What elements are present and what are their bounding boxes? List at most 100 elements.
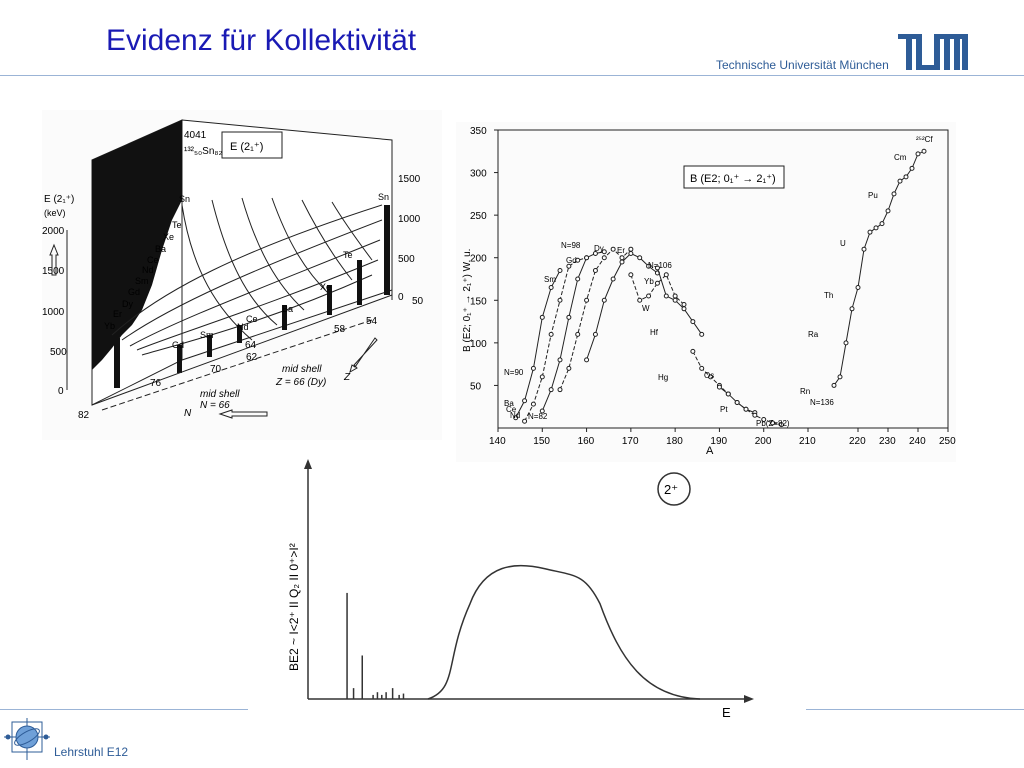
- be2-data-point: [690, 319, 696, 325]
- tum-logo: [898, 34, 968, 70]
- be2-xtick-label: 240: [909, 436, 926, 447]
- be2-data-point: [592, 267, 598, 273]
- be2-data-point: [557, 297, 563, 303]
- be2-data-point: [575, 331, 581, 337]
- footer-chair-label: Lehrstuhl E12: [54, 745, 129, 759]
- be2-data-point: [566, 263, 572, 269]
- be2-data-point: [628, 272, 634, 278]
- be2-annotation: Sm: [544, 275, 556, 284]
- landscape-yunit: (keV): [44, 208, 66, 218]
- mid-shell-z-label: mid shell: [282, 364, 322, 375]
- be2-annotation: Cm: [894, 153, 907, 162]
- be2-data-point: [716, 384, 722, 390]
- z-label-8: Dy: [122, 299, 133, 309]
- n-tick-5: 58: [334, 324, 346, 335]
- footer-divider-left: [0, 709, 248, 710]
- university-name: Technische Universität München: [716, 58, 889, 72]
- be2-data-point: [861, 246, 867, 252]
- be2-plot-frame: [497, 129, 949, 429]
- be2-xtick-label: 190: [710, 436, 727, 447]
- front-label-7: Sn: [378, 192, 389, 202]
- be2-annotation: Ba: [504, 399, 514, 408]
- strength-curve: [427, 564, 701, 700]
- n-tick-2: 70: [210, 364, 222, 375]
- strength-x-arrow-icon: [744, 695, 754, 703]
- z-label-7: Gd: [128, 287, 140, 297]
- be2-title-box: [683, 165, 785, 189]
- be2-data-point: [601, 249, 607, 255]
- e2-landscape-figure: E (2₁⁺) 4041 ¹³²₅₀Sn₈₂ E (2₁⁺) (keV) 200…: [42, 110, 442, 440]
- be2-series-line: [833, 150, 925, 386]
- be2-annotation: Ra: [808, 330, 819, 339]
- be2-data-point: [628, 246, 634, 252]
- n-tick-1: 76: [150, 378, 162, 389]
- be2-ytick-label: 200: [470, 254, 487, 265]
- be2-data-point: [575, 257, 581, 263]
- be2-data-point: [831, 382, 837, 388]
- y-arrow-icon: [49, 243, 59, 276]
- strength-xlabel: E: [722, 705, 731, 720]
- be2-data-point: [843, 340, 849, 346]
- be2-annotation: N=98: [561, 241, 581, 250]
- be2-annotation: Pu: [868, 191, 878, 200]
- be2-data-point: [610, 246, 616, 252]
- be2-chart: B (E2; 0₁⁺ → 2₁⁺) ²⁵²Cf A B (E2; 0₁⁺ → 2…: [456, 122, 956, 462]
- z-axis-label: Z: [343, 372, 351, 383]
- landscape-ylabel: E (2₁⁺): [44, 194, 74, 205]
- be2-ytick-label: 150: [470, 296, 487, 307]
- landscape-rtick-0: 1500: [398, 174, 421, 185]
- be2-ytick-label: 50: [470, 381, 482, 392]
- strength-badge-label: 2⁺: [664, 482, 678, 497]
- n-axis-label: N: [184, 408, 192, 419]
- be2-data-point: [557, 357, 563, 363]
- be2-data-point: [681, 302, 687, 308]
- be2-data-point: [592, 331, 598, 337]
- be2-series-line: [515, 270, 561, 419]
- z-label-2: Xe: [163, 232, 174, 242]
- mid-shell-z-value: Z = 66 (Dy): [275, 377, 326, 388]
- landscape-ytick-3: 500: [50, 347, 67, 358]
- be2-annotation: N=90: [504, 368, 524, 377]
- front-label-2: Nd: [237, 322, 249, 332]
- n-tick-3: 64: [245, 340, 257, 351]
- be2-data-point: [530, 365, 536, 371]
- be2-annotation: Er: [617, 246, 625, 255]
- z-label-1: Te: [172, 220, 182, 230]
- footer-divider-right: [806, 709, 1024, 710]
- mid-shell-n-value: N = 66: [200, 400, 230, 411]
- be2-data-point: [770, 420, 776, 426]
- be2-series-line: [656, 267, 703, 335]
- be2-data-point: [915, 151, 921, 157]
- landscape-rtick-3: 0: [398, 292, 404, 303]
- be2-data-point: [513, 415, 519, 421]
- be2-data-point: [637, 255, 643, 261]
- front-label-6: Te: [343, 250, 353, 260]
- landscape-ytick-4: 0: [58, 386, 64, 397]
- be2-data-point: [761, 416, 767, 422]
- be2-data-point: [530, 401, 536, 407]
- be2-annotation: Hf: [650, 328, 659, 337]
- be2-data-point: [539, 408, 545, 414]
- z-label-0: Sn: [179, 194, 190, 204]
- n-tick-6: 54: [366, 316, 378, 327]
- be2-data-point: [837, 374, 843, 380]
- front-label-5: Xe: [320, 282, 331, 292]
- be2-data-point: [778, 422, 784, 428]
- be2-annotation: Pb(Z=82): [756, 419, 790, 428]
- be2-data-point: [891, 191, 897, 197]
- be2-data-point: [637, 297, 643, 303]
- strength-chart: E BE2 ~ I<2⁺ II Q₂ II 0⁺>I² 2⁺: [287, 459, 754, 720]
- landscape-ytick-1: 1500: [42, 266, 65, 277]
- sn-peak-label: ¹³²₅₀Sn₈₂: [184, 146, 223, 157]
- be2-data-point: [584, 357, 590, 363]
- header-divider: [0, 75, 1024, 76]
- be2-ytick-label: 350: [470, 126, 487, 137]
- n-tick-4: 62: [246, 352, 258, 363]
- be2-data-point: [619, 259, 625, 265]
- be2-annotation: Ce: [506, 405, 517, 414]
- be2-annotation: Pt: [720, 405, 728, 414]
- be2-corner-label: ²⁵²Cf: [916, 135, 933, 144]
- be2-data-point: [734, 399, 740, 405]
- be2-data-point: [654, 280, 660, 286]
- be2-annotation: Th: [824, 291, 833, 300]
